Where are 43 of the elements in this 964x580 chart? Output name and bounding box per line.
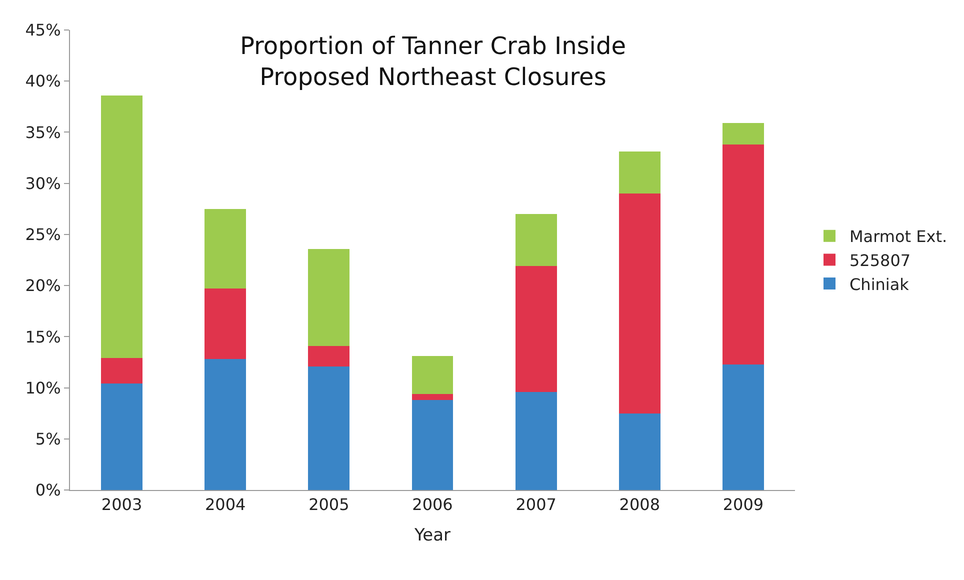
x-tick-label: 2007 (516, 495, 556, 514)
bar (204, 208, 246, 289)
y-tick-label: 30% (25, 174, 61, 193)
bar (308, 346, 350, 366)
bar (204, 288, 246, 360)
bar (412, 356, 454, 394)
y-tick-label: 45% (25, 20, 61, 40)
x-axis-title: Year (414, 526, 451, 546)
bar (412, 400, 454, 490)
x-tick-label: 2009 (722, 495, 764, 514)
bar (722, 364, 764, 490)
y-tick-label: 25% (25, 225, 61, 244)
bar (515, 392, 557, 490)
bar (722, 144, 764, 364)
text: Proportion of Tanner Crab Inside Proposed Northeast Closures (240, 32, 626, 92)
x-tick-label: 2006 (412, 495, 453, 514)
x-tick-label: 2004 (205, 495, 246, 514)
bar (515, 214, 557, 266)
bar (101, 358, 142, 384)
bar (308, 366, 350, 490)
x-tick-label: 2003 (101, 495, 142, 514)
bar (204, 359, 246, 490)
x-tick-label: 2005 (308, 495, 350, 514)
bar (308, 248, 350, 346)
y-tick-label: 5% (35, 429, 61, 448)
bar (618, 413, 660, 490)
y-tick-label: 0% (35, 480, 61, 500)
bar (618, 194, 660, 414)
y-tick-label: 35% (25, 122, 61, 142)
legend-label: 525807 (850, 250, 911, 270)
legend-label: Marmot Ext. (850, 227, 948, 246)
bar (515, 266, 557, 392)
y-tick-label: 40% (25, 72, 61, 91)
bar (412, 394, 454, 400)
bar (101, 95, 142, 358)
y-tick-label: 15% (25, 327, 61, 346)
bar (618, 152, 660, 194)
x-tick-label: 2008 (619, 495, 660, 514)
legend-label: Chiniak (850, 274, 910, 294)
bar (722, 123, 764, 144)
bar (101, 384, 142, 490)
y-tick-label: 10% (25, 378, 61, 398)
y-tick-label: 20% (25, 276, 61, 296)
